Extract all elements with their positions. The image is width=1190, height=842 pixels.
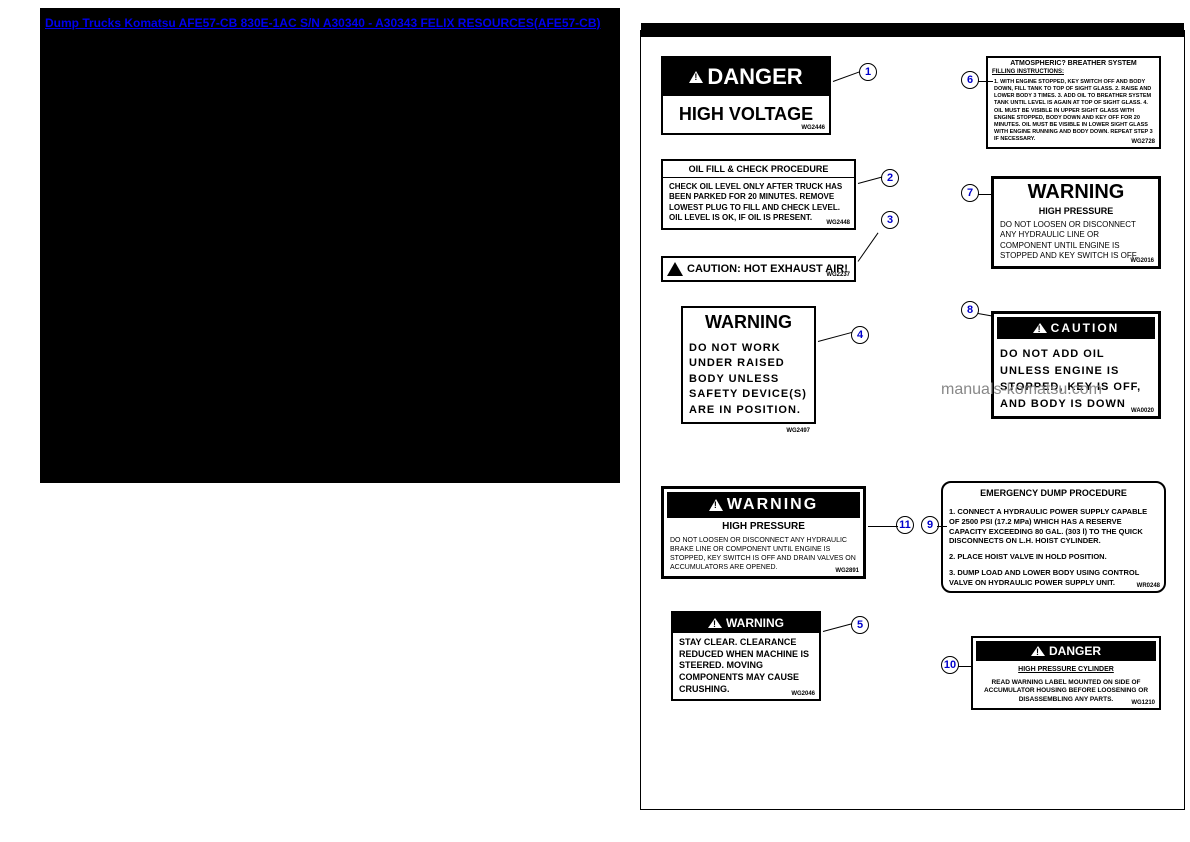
plate-code: WG2046 [791, 691, 815, 697]
leader-line [858, 233, 879, 262]
plate-header: CAUTION [997, 317, 1155, 339]
plate-title: ATMOSPHERIC? BREATHER SYSTEM [988, 58, 1159, 69]
callout-9: 9 [921, 516, 939, 534]
plate-header: DANGER [663, 58, 829, 96]
warning-triangle-icon [709, 499, 723, 511]
plate-code: WG1210 [1131, 700, 1155, 706]
plate-emergency-dump: EMERGENCY DUMP PROCEDURE 1. CONNECT A HY… [941, 481, 1166, 593]
callout-5: 5 [851, 616, 869, 634]
step-3: 3. DUMP LOAD AND LOWER BODY USING CONTRO… [949, 568, 1158, 588]
leader-line [937, 526, 947, 527]
callout-10: 10 [941, 656, 959, 674]
plate-warning-brake: WARNING HIGH PRESSURE DO NOT LOOSEN OR D… [661, 486, 866, 579]
plate-code: WG2497 [786, 428, 810, 434]
leader-line [958, 666, 973, 667]
header-text: DANGER [1049, 644, 1101, 658]
plate-title: EMERGENCY DUMP PROCEDURE [943, 483, 1164, 503]
plate-code: WG2446 [801, 125, 825, 131]
plate-sub: HIGH PRESSURE CYLINDER [973, 664, 1159, 675]
plate-body: DO NOT ADD OIL UNLESS ENGINE IS STOPPED,… [994, 342, 1158, 416]
plate-stay-clear: WARNING STAY CLEAR. CLEARANCE REDUCED WH… [671, 611, 821, 701]
warning-triangle-icon [689, 71, 703, 83]
plate-header: DANGER [976, 641, 1156, 661]
leader-line [858, 177, 882, 184]
warning-triangle-icon [1033, 323, 1047, 333]
plate-title: WARNING [994, 179, 1158, 206]
callout-8: 8 [961, 301, 979, 319]
plate-header: WARNING [667, 492, 860, 518]
plate-breather: ATMOSPHERIC? BREATHER SYSTEM FILLING INS… [986, 56, 1161, 149]
header-text: WARNING [727, 496, 818, 514]
leader-line [818, 332, 852, 342]
plate-danger-high-voltage: DANGER HIGH VOLTAGE WG2446 [661, 56, 831, 135]
leader-line [868, 526, 898, 527]
plate-oil-fill: OIL FILL & CHECK PROCEDURE CHECK OIL LEV… [661, 159, 856, 230]
warning-triangle-icon [708, 618, 722, 628]
plate-warning-hydraulic: WARNING HIGH PRESSURE DO NOT LOOSEN OR D… [991, 176, 1161, 269]
step-1: 1. CONNECT A HYDRAULIC POWER SUPPLY CAPA… [949, 507, 1158, 546]
leader-line [833, 71, 860, 82]
plate-title: OIL FILL & CHECK PROCEDURE [663, 161, 854, 178]
plate-body: DO NOT WORK UNDER RAISED BODY UNLESS SAF… [683, 337, 814, 422]
warning-triangle-icon [667, 262, 683, 276]
document-link[interactable]: Dump Trucks Komatsu AFE57-CB 830E-1AC S/… [45, 16, 601, 30]
callout-3: 3 [881, 211, 899, 229]
plate-raised-body: WARNING DO NOT WORK UNDER RAISED BODY UN… [681, 306, 816, 424]
leader-line [978, 194, 993, 195]
callout-11: 11 [896, 516, 914, 534]
plate-code: WG2448 [826, 220, 850, 226]
plate-title: WARNING [683, 308, 814, 337]
plate-body: 1. CONNECT A HYDRAULIC POWER SUPPLY CAPA… [943, 503, 1164, 591]
warning-triangle-icon [1031, 646, 1045, 656]
step-2: 2. PLACE HOIST VALVE IN HOLD POSITION. [949, 552, 1158, 562]
callout-6: 6 [961, 71, 979, 89]
callout-1: 1 [859, 63, 877, 81]
plate-code: WG2237 [826, 272, 850, 278]
plate-code: WA0020 [1131, 408, 1154, 414]
callout-7: 7 [961, 184, 979, 202]
header-text: CAUTION [1051, 321, 1120, 335]
plate-sub: HIGH PRESSURE [664, 521, 863, 532]
header-text: DANGER [707, 64, 802, 90]
plate-sub: HIGH PRESSURE [994, 206, 1158, 216]
callout-4: 4 [851, 326, 869, 344]
left-dark-panel: Dump Trucks Komatsu AFE57-CB 830E-1AC S/… [40, 8, 620, 483]
page-header-bar [641, 23, 1184, 37]
plate-body: 1. WITH ENGINE STOPPED, KEY SWITCH OFF A… [988, 75, 1159, 147]
plate-body: CAUTION: HOT EXHAUST AIR! [667, 262, 850, 276]
plate-code: WG2728 [1131, 139, 1155, 145]
plate-code: WG2016 [1130, 258, 1154, 264]
plate-code: WR0248 [1137, 583, 1160, 589]
leader-line [823, 623, 852, 632]
header-text: WARNING [726, 616, 784, 630]
plate-body: DO NOT LOOSEN OR DISCONNECT ANY HYDRAULI… [664, 532, 863, 576]
plate-header: WARNING [673, 613, 819, 633]
plate-body: STAY CLEAR. CLEARANCE REDUCED WHEN MACHI… [673, 633, 819, 699]
plate-hot-exhaust: CAUTION: HOT EXHAUST AIR! WG2237 [661, 256, 856, 282]
diagram-page: DANGER HIGH VOLTAGE WG2446 OIL FILL & CH… [640, 30, 1185, 810]
callout-2: 2 [881, 169, 899, 187]
leader-line [978, 81, 993, 82]
plate-caution-oil: CAUTION DO NOT ADD OIL UNLESS ENGINE IS … [991, 311, 1161, 419]
watermark: manuals-komatsu.com [941, 381, 1102, 399]
plate-danger-cylinder: DANGER HIGH PRESSURE CYLINDER READ WARNI… [971, 636, 1161, 710]
plate-code: WG2891 [835, 568, 859, 574]
